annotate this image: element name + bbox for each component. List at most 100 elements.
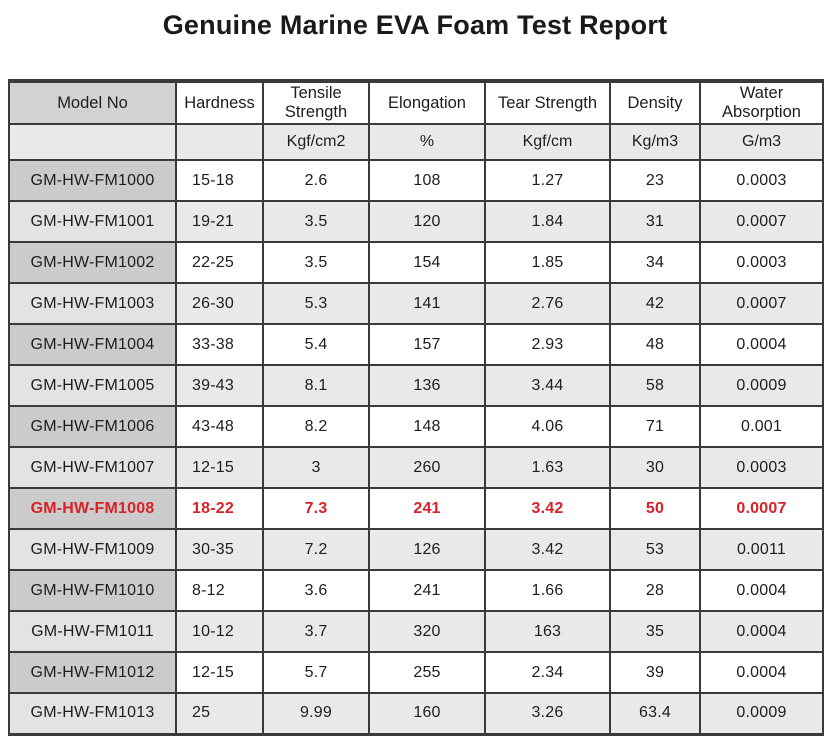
density-cell: 42 (609, 282, 701, 325)
hardness-cell: 8-12 (175, 569, 264, 612)
column-header-model: Model No (8, 80, 177, 125)
tear-cell: 2.93 (484, 323, 611, 366)
water-cell: 0.0003 (699, 446, 824, 489)
hardness-cell: 43-48 (175, 405, 264, 448)
density-cell: 53 (609, 528, 701, 571)
table-row: GM-HW-FM1003 26-30 5.3 141 2.76 42 0.000… (8, 282, 824, 325)
water-cell: 0.0007 (699, 200, 824, 243)
hardness-cell: 12-15 (175, 651, 264, 694)
tear-cell: 1.27 (484, 159, 611, 202)
model-cell: GM-HW-FM1003 (8, 282, 177, 325)
table-row: GM-HW-FM1007 12-15 3 260 1.63 30 0.0003 (8, 446, 824, 489)
hardness-cell: 22-25 (175, 241, 264, 284)
water-cell: 0.0004 (699, 323, 824, 366)
model-cell: GM-HW-FM1004 (8, 323, 177, 366)
hardness-cell: 26-30 (175, 282, 264, 325)
density-cell: 23 (609, 159, 701, 202)
table-row: GM-HW-FM1008 18-22 7.3 241 3.42 50 0.000… (8, 487, 824, 530)
tear-cell: 1.84 (484, 200, 611, 243)
elongation-cell: 157 (368, 323, 486, 366)
elongation-cell: 136 (368, 364, 486, 407)
tear-cell: 3.44 (484, 364, 611, 407)
table-row: GM-HW-FM1006 43-48 8.2 148 4.06 71 0.001 (8, 405, 824, 448)
table-row: GM-HW-FM1000 15-18 2.6 108 1.27 23 0.000… (8, 159, 824, 202)
table-row: GM-HW-FM1002 22-25 3.5 154 1.85 34 0.000… (8, 241, 824, 284)
tear-cell: 163 (484, 610, 611, 653)
hardness-cell: 39-43 (175, 364, 264, 407)
hardness-cell: 10-12 (175, 610, 264, 653)
tear-cell: 4.06 (484, 405, 611, 448)
elongation-cell: 126 (368, 528, 486, 571)
density-cell: 50 (609, 487, 701, 530)
tear-cell: 3.42 (484, 528, 611, 571)
water-cell: 0.0003 (699, 159, 824, 202)
model-cell: GM-HW-FM1010 (8, 569, 177, 612)
tensile-cell: 3.5 (262, 200, 370, 243)
density-cell: 39 (609, 651, 701, 694)
model-cell: GM-HW-FM1006 (8, 405, 177, 448)
column-header-water: Water Absorption (699, 80, 824, 125)
table-row: GM-HW-FM1001 19-21 3.5 120 1.84 31 0.000… (8, 200, 824, 243)
hardness-cell: 30-35 (175, 528, 264, 571)
hardness-cell: 25 (175, 692, 264, 735)
water-cell: 0.0009 (699, 692, 824, 735)
elongation-cell: 255 (368, 651, 486, 694)
model-cell: GM-HW-FM1000 (8, 159, 177, 202)
water-cell: 0.0007 (699, 487, 824, 530)
density-cell: 35 (609, 610, 701, 653)
density-cell: 71 (609, 405, 701, 448)
elongation-cell: 154 (368, 241, 486, 284)
model-cell: GM-HW-FM1005 (8, 364, 177, 407)
unit-cell-elongation: % (368, 123, 486, 161)
column-header-tear: Tear Strength (484, 80, 611, 125)
water-cell: 0.0007 (699, 282, 824, 325)
header-row: Model No Hardness Tensile Strength Elong… (8, 80, 824, 125)
elongation-cell: 320 (368, 610, 486, 653)
unit-cell-water: G/m3 (699, 123, 824, 161)
column-header-tensile: Tensile Strength (262, 80, 370, 125)
report-table: Model No Hardness Tensile Strength Elong… (8, 79, 824, 736)
column-header-hardness: Hardness (175, 80, 264, 125)
elongation-cell: 108 (368, 159, 486, 202)
tensile-cell: 5.4 (262, 323, 370, 366)
table-row: GM-HW-FM1009 30-35 7.2 126 3.42 53 0.001… (8, 528, 824, 571)
water-cell: 0.0009 (699, 364, 824, 407)
tear-cell: 1.85 (484, 241, 611, 284)
units-row: Kgf/cm2 % Kgf/cm Kg/m3 G/m3 (8, 123, 824, 161)
table-row: GM-HW-FM1010 8-12 3.6 241 1.66 28 0.0004 (8, 569, 824, 612)
column-header-elongation: Elongation (368, 80, 486, 125)
model-cell: GM-HW-FM1001 (8, 200, 177, 243)
tensile-cell: 3.5 (262, 241, 370, 284)
hardness-cell: 12-15 (175, 446, 264, 489)
tensile-cell: 8.1 (262, 364, 370, 407)
model-cell: GM-HW-FM1002 (8, 241, 177, 284)
tensile-cell: 7.2 (262, 528, 370, 571)
model-cell: GM-HW-FM1007 (8, 446, 177, 489)
tensile-cell: 5.7 (262, 651, 370, 694)
unit-cell-density: Kg/m3 (609, 123, 701, 161)
tensile-cell: 3.7 (262, 610, 370, 653)
unit-cell-tensile: Kgf/cm2 (262, 123, 370, 161)
hardness-cell: 33-38 (175, 323, 264, 366)
hardness-cell: 15-18 (175, 159, 264, 202)
water-cell: 0.0004 (699, 651, 824, 694)
tensile-cell: 8.2 (262, 405, 370, 448)
tear-cell: 3.42 (484, 487, 611, 530)
tear-cell: 3.26 (484, 692, 611, 735)
unit-cell-model (8, 123, 177, 161)
model-cell: GM-HW-FM1013 (8, 692, 177, 735)
table-row: GM-HW-FM1004 33-38 5.4 157 2.93 48 0.000… (8, 323, 824, 366)
density-cell: 63.4 (609, 692, 701, 735)
model-cell: GM-HW-FM1009 (8, 528, 177, 571)
table-row: GM-HW-FM1005 39-43 8.1 136 3.44 58 0.000… (8, 364, 824, 407)
water-cell: 0.0004 (699, 569, 824, 612)
table-row: GM-HW-FM1013 25 9.99 160 3.26 63.4 0.000… (8, 692, 824, 735)
density-cell: 28 (609, 569, 701, 612)
elongation-cell: 148 (368, 405, 486, 448)
tensile-cell: 3.6 (262, 569, 370, 612)
unit-cell-hardness (175, 123, 264, 161)
density-cell: 48 (609, 323, 701, 366)
page-title: Genuine Marine EVA Foam Test Report (162, 10, 668, 40)
tensile-cell: 3 (262, 446, 370, 489)
elongation-cell: 241 (368, 487, 486, 530)
